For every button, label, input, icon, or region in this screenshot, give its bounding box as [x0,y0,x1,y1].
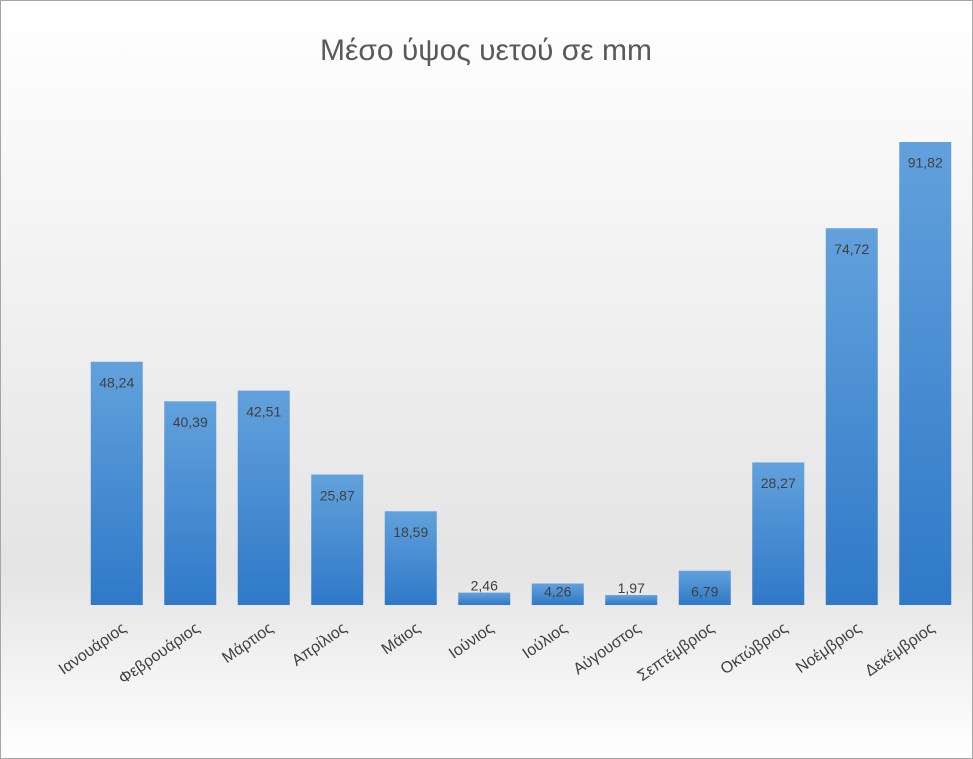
bar [752,462,805,605]
value-label: 6,79 [691,583,718,599]
value-label: 2,46 [471,577,498,593]
bar [90,361,143,605]
value-label: 91,82 [908,155,943,171]
bar [825,228,878,605]
value-label: 74,72 [834,241,869,257]
bar [899,142,952,605]
bar [458,592,511,605]
bar [311,474,364,605]
value-label: 40,39 [173,414,208,430]
value-label: 48,24 [99,374,134,390]
value-label: 18,59 [393,524,428,540]
bar [164,401,217,605]
chart-title: Μέσο ύψος υετού σε mm [320,34,652,67]
bar [605,595,658,605]
value-label: 28,27 [761,475,796,491]
value-label: 25,87 [320,487,355,503]
value-label: 42,51 [246,403,281,419]
value-label: 4,26 [544,584,571,600]
bar [678,570,731,605]
value-label: 1,97 [618,580,645,596]
bar [531,583,584,605]
bar [237,390,290,605]
bar [384,511,437,605]
